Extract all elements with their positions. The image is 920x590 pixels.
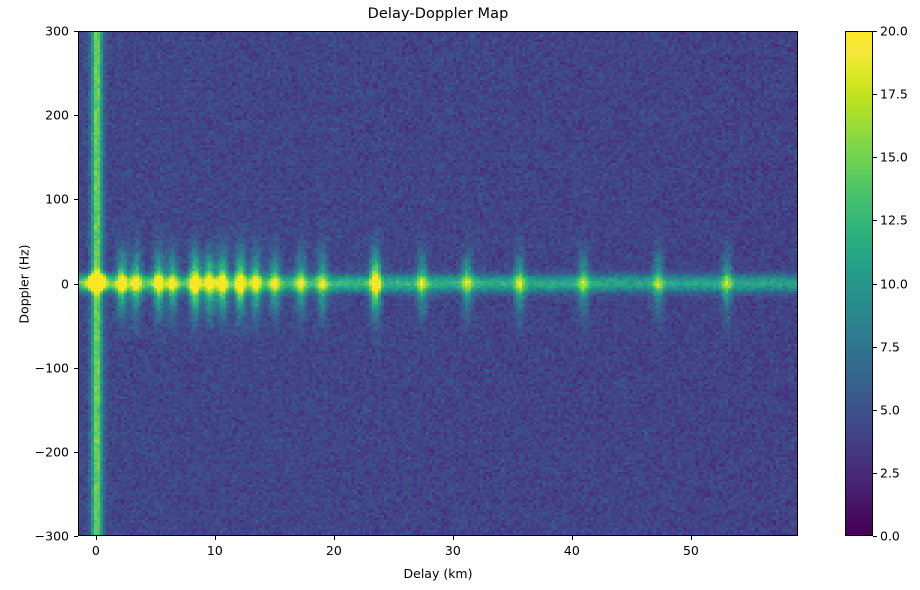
- colorbar-tick-mark: [873, 94, 877, 96]
- y-tick-label: 300: [45, 23, 69, 39]
- colorbar-tick-label: 20.0: [880, 23, 908, 39]
- y-tick-label: 0: [61, 276, 69, 291]
- x-tick-label: 20: [325, 543, 342, 558]
- y-tick-label: −200: [34, 444, 69, 460]
- y-tick-mark: [74, 31, 78, 33]
- y-tick-label: −300: [34, 528, 69, 544]
- x-tick-mark: [333, 536, 335, 540]
- colorbar-tick-label: 5.0: [880, 402, 900, 418]
- y-tick-label: 200: [45, 107, 69, 123]
- y-tick-label: −100: [34, 360, 69, 376]
- heatmap-image: [79, 32, 797, 535]
- x-tick-mark: [95, 536, 97, 540]
- x-axis-label: Delay (km): [403, 566, 473, 581]
- colorbar-tick-label: 12.5: [880, 212, 908, 228]
- delay-doppler-heatmap[interactable]: [78, 31, 798, 536]
- x-tick-label: 10: [206, 543, 223, 558]
- colorbar-tick-label: 17.5: [880, 86, 908, 102]
- colorbar-tick-mark: [873, 472, 877, 474]
- colorbar-gradient: [846, 32, 872, 535]
- colorbar-tick-mark: [873, 31, 877, 33]
- colorbar-tick-mark: [873, 409, 877, 411]
- x-tick-mark: [452, 536, 454, 540]
- colorbar-tick-label: 10.0: [880, 276, 908, 291]
- y-tick-mark: [74, 283, 78, 285]
- y-tick-label: 100: [45, 191, 69, 207]
- chart-title: Delay-Doppler Map: [367, 6, 509, 22]
- colorbar-tick-label: 15.0: [880, 149, 908, 165]
- colorbar-tick-label: 0.0: [880, 528, 900, 544]
- y-tick-mark: [74, 367, 78, 369]
- colorbar-tick-mark: [873, 283, 877, 285]
- y-tick-mark: [74, 115, 78, 117]
- colorbar-tick-mark: [873, 220, 877, 222]
- colorbar-tick-mark: [873, 346, 877, 348]
- colorbar-tick-label: 2.5: [880, 465, 900, 481]
- y-tick-mark: [74, 536, 78, 538]
- x-tick-label: 40: [563, 543, 580, 558]
- colorbar-tick-mark: [873, 536, 877, 538]
- x-tick-mark: [214, 536, 216, 540]
- x-tick-mark: [690, 536, 692, 540]
- x-tick-label: 50: [682, 543, 699, 558]
- y-axis-label: Doppler (Hz): [16, 243, 32, 324]
- x-tick-label: 30: [444, 543, 461, 558]
- y-tick-mark: [74, 199, 78, 201]
- x-tick-mark: [571, 536, 573, 540]
- colorbar[interactable]: [845, 31, 873, 536]
- colorbar-tick-label: 7.5: [880, 339, 900, 355]
- x-tick-label: 0: [91, 543, 100, 558]
- y-tick-mark: [74, 451, 78, 453]
- colorbar-tick-mark: [873, 157, 877, 159]
